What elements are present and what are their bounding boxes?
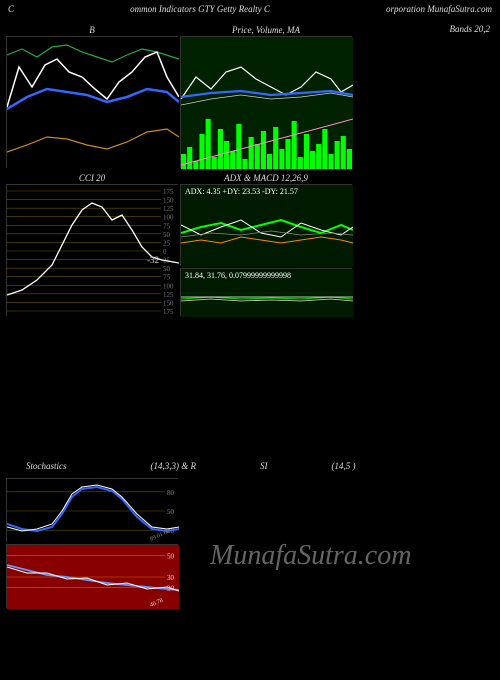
svg-text:50: 50 [167,508,175,516]
svg-text:175: 175 [163,308,174,316]
adx-values: ADX: 4.35 +DY: 23.53 -DY: 21.57 [185,187,298,196]
adx-macd-panel: ADX & MACD 12,26,9 ADX: 4.35 +DY: 23.53 … [180,184,352,266]
stoch-title: Stochastics [26,461,67,471]
stoch-header: Stochastics (14,3,3) & R SI (14,5 ) [0,456,500,474]
row-1: B Price, Volume, MA Bands 20,2 [0,36,500,168]
row-4: 80502089.01 80 [0,478,500,542]
svg-text:75: 75 [163,274,171,282]
svg-text:30: 30 [167,574,175,582]
cci-title: CCI 20 [7,171,177,185]
header-center: ommon Indicators GTY Getty Realty C [130,4,270,14]
svg-text:50: 50 [163,231,171,239]
stoch-params: (14,3,3) & R [151,461,197,471]
svg-text:125: 125 [163,291,174,299]
row-5: 50302040.78 [0,544,500,608]
rsi-params: (14,5 ) [332,461,356,471]
values-panel: 31.84, 31.76, 0.07999999999998 [180,268,352,316]
rsi-title: SI [260,461,268,471]
svg-text:0: 0 [163,248,167,256]
bbands-title: B [7,23,177,37]
svg-text:100: 100 [163,282,174,290]
bands-label: Bands 20,2 [450,24,491,34]
page-header: C ommon Indicators GTY Getty Realty C or… [0,0,500,18]
svg-text:50: 50 [163,265,171,273]
bbands-panel: B [6,36,178,168]
row-2: CCI 20 175150125100755025025507510012515… [0,184,500,316]
header-right: orporation MunafaSutra.com [386,4,492,14]
adx-title: ADX & MACD 12,26,9 [181,171,351,185]
svg-text:125: 125 [163,205,174,213]
header-left: C [8,4,14,14]
svg-text:50: 50 [167,553,175,561]
values-label: 31.84, 31.76, 0.07999999999998 [185,271,291,280]
price-panel: Price, Volume, MA [180,36,352,168]
svg-text:-32: -32 [147,255,159,265]
svg-text:100: 100 [163,214,174,222]
svg-text:25: 25 [163,239,171,247]
svg-text:75: 75 [163,222,171,230]
svg-text:150: 150 [163,299,174,307]
rsi-panel: 50302040.78 [6,544,178,608]
stoch-panel: 80502089.01 80 [6,478,178,542]
cci-panel: CCI 20 175150125100755025025507510012515… [6,184,178,316]
svg-text:175: 175 [163,188,174,196]
price-title: Price, Volume, MA [181,23,351,37]
svg-text:150: 150 [163,197,174,205]
svg-text:80: 80 [167,489,175,497]
